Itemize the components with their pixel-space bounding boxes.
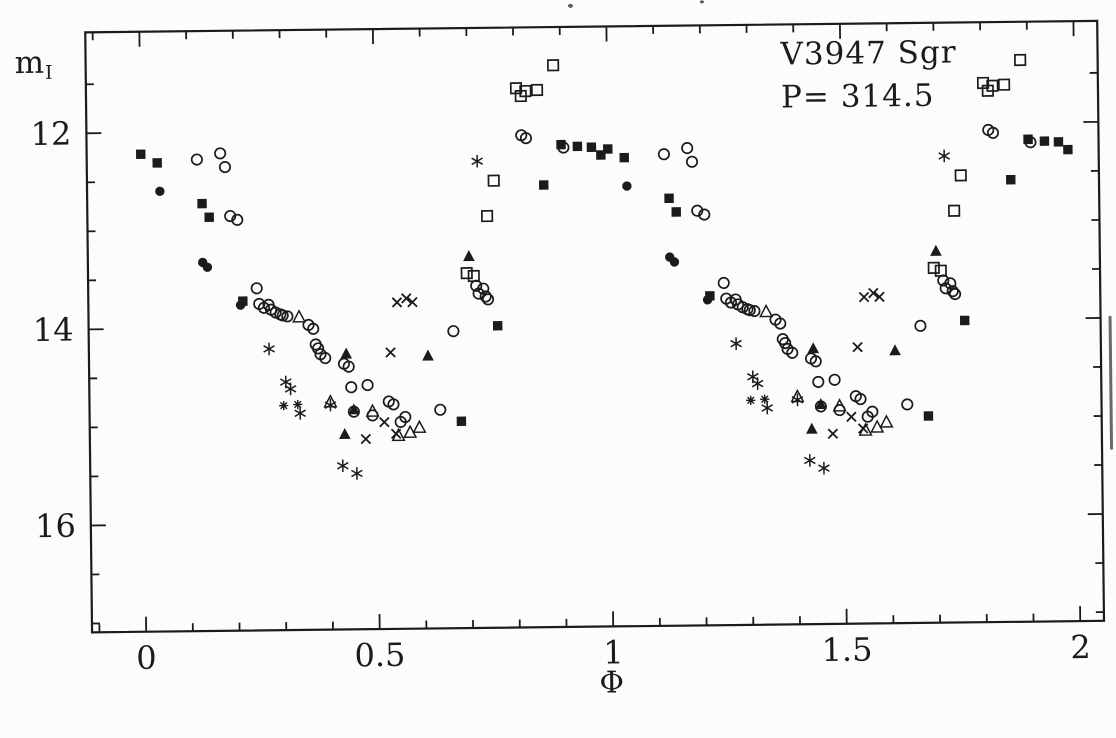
svg-text:14: 14 — [33, 311, 74, 349]
svg-text:16: 16 — [35, 507, 76, 545]
x-axis-label: Φ — [581, 665, 641, 701]
svg-text:12: 12 — [30, 114, 71, 152]
scan-speck — [700, 0, 704, 3]
y-axis-label-main: m — [14, 45, 44, 81]
y-axis-label: mI — [14, 48, 51, 79]
scan-speck — [568, 4, 573, 8]
scan-artifact-line — [1109, 316, 1114, 450]
svg-text:2: 2 — [1070, 628, 1091, 666]
svg-text:0: 0 — [136, 639, 157, 677]
svg-text:1.5: 1.5 — [821, 630, 872, 669]
y-axis-label-subscript: I — [45, 62, 53, 84]
svg-text:0.5: 0.5 — [354, 636, 405, 675]
